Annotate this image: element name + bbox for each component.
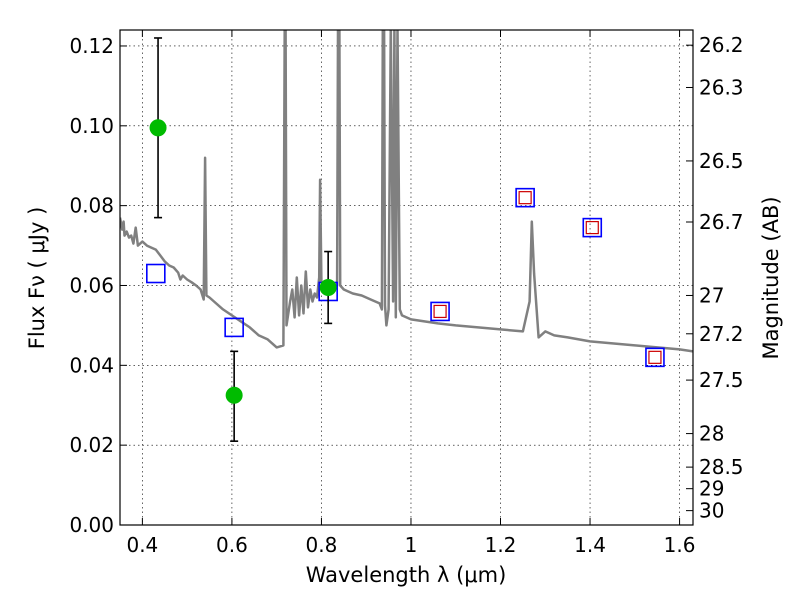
observed-data-point	[149, 119, 167, 137]
y-tick-label: 0.10	[69, 114, 114, 138]
y-axis-right-label: Magnitude (AB)	[759, 196, 783, 359]
observed-data-point	[225, 386, 243, 404]
model-photometry-square	[582, 217, 603, 238]
x-tick-label: 1.2	[485, 533, 517, 557]
model-photometry-square	[224, 317, 244, 338]
x-tick-label: 1	[405, 533, 418, 557]
mag-tick-label: 26.5	[699, 149, 744, 173]
mag-tick-label: 26.3	[699, 75, 744, 99]
x-axis-label: Wavelength λ (μm)	[306, 563, 507, 587]
plot-frame	[119, 29, 694, 526]
x-tick-label: 1.4	[574, 533, 606, 557]
y-tick-label: 0.12	[69, 34, 114, 58]
mag-tick-label: 26.7	[699, 210, 744, 234]
mag-tick-label: 29	[699, 477, 724, 501]
model-photometry-square	[146, 263, 166, 284]
y-axis-label: Flux Fν ( μJy )	[25, 207, 49, 350]
mag-tick-label: 28.5	[699, 455, 744, 479]
predicted-flux-square	[585, 221, 599, 235]
x-tick-label: 0.8	[306, 533, 338, 557]
y-tick-label: 0.00	[69, 513, 114, 537]
predicted-flux-square	[433, 304, 447, 319]
y-tick-label: 0.04	[69, 353, 114, 377]
y-tick-label: 0.08	[69, 194, 114, 218]
mag-tick-label: 28	[699, 422, 724, 446]
mag-tick-label: 26.2	[699, 33, 744, 57]
x-tick-label: 0.4	[126, 533, 158, 557]
y-tick-label: 0.06	[69, 273, 114, 297]
x-tick-label: 1.6	[664, 533, 696, 557]
x-tick-label: 0.6	[216, 533, 248, 557]
predicted-flux-square	[648, 350, 662, 364]
model-photometry-square	[515, 187, 535, 208]
predicted-flux-square	[518, 191, 532, 205]
model-photometry-square	[430, 301, 450, 322]
mag-tick-label: 30	[699, 499, 724, 523]
axis-ticks: 0.4 0.6 0.8 1 1.2 1.4 1.6 0.00 0.02 0.04 0.06 0.08 0…	[69, 30, 744, 557]
y-tick-label: 0.02	[69, 433, 114, 457]
mag-tick-label: 27.2	[699, 322, 744, 346]
model-photometry-square	[645, 347, 665, 368]
spectrum-line	[120, 30, 693, 353]
plot-area	[120, 30, 693, 442]
mag-tick-label: 27.5	[699, 368, 744, 392]
mag-tick-label: 27	[699, 283, 724, 307]
observed-data-point	[319, 278, 337, 296]
